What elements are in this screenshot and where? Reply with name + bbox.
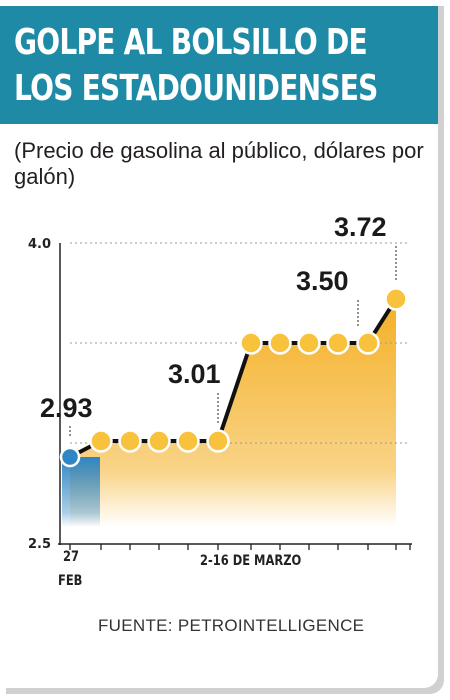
data-point [356, 331, 380, 355]
first-period-area [62, 457, 100, 527]
data-point [384, 287, 408, 311]
data-point [147, 429, 171, 453]
data-label: 3.50 [296, 266, 349, 296]
data-point [239, 331, 263, 355]
x-tick-label: FEB [58, 573, 82, 589]
title-line-1: GOLPE AL BOLSILLO DE [14, 22, 368, 63]
price-area [70, 299, 396, 527]
data-label: 3.72 [334, 212, 387, 242]
x-tick-label: 2-16 DE MARZO [200, 553, 301, 569]
data-point [268, 331, 292, 355]
data-point [297, 331, 321, 355]
x-tick-label: 27 [63, 549, 79, 565]
y-tick-label: 2.5 [28, 537, 51, 552]
data-label: 2.93 [40, 393, 93, 423]
data-point [176, 429, 200, 453]
data-point [206, 429, 230, 453]
data-point [89, 429, 113, 453]
data-point [59, 446, 81, 468]
data-point [118, 429, 142, 453]
chart-subtitle: (Precio de gasolina al público, dólares … [14, 138, 424, 189]
data-label: 3.01 [168, 359, 221, 389]
title-line-2: LOS ESTADOUNIDENSES [14, 68, 378, 109]
source-note: FUENTE: PETROINTELLIGENCE [98, 616, 365, 635]
y-tick-label: 4.0 [28, 237, 51, 252]
data-point [326, 331, 350, 355]
title-banner: GOLPE AL BOLSILLO DE LOS ESTADOUNIDENSES [0, 6, 438, 124]
